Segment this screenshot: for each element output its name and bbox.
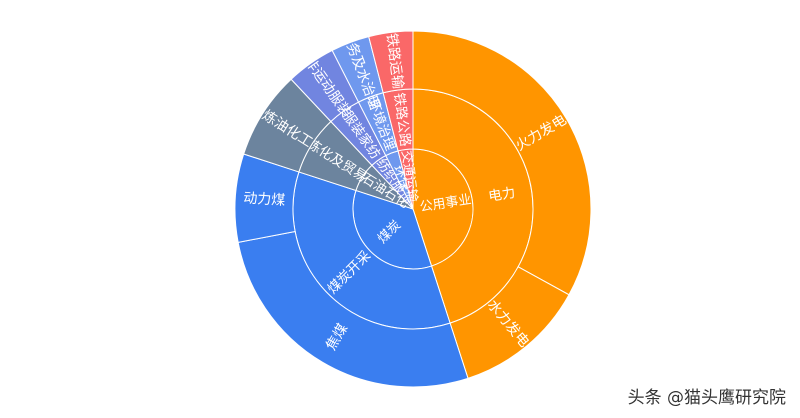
ring1-label-5: 交通运输 bbox=[398, 149, 420, 203]
ring3-label-7: 铁路运输 bbox=[383, 32, 406, 90]
ring3-segment-0[interactable] bbox=[412, 30, 592, 296]
ring2-label-5: 铁路公路 bbox=[390, 92, 413, 148]
watermark-text: 头条 @猫头鹰研究院 bbox=[627, 388, 786, 408]
ring3-segment-7[interactable] bbox=[368, 30, 414, 94]
ring2-label-0: 电力 bbox=[487, 185, 516, 205]
ring3-label-3: 动力煤 bbox=[243, 190, 286, 209]
ring3-segment-2[interactable] bbox=[237, 230, 469, 388]
